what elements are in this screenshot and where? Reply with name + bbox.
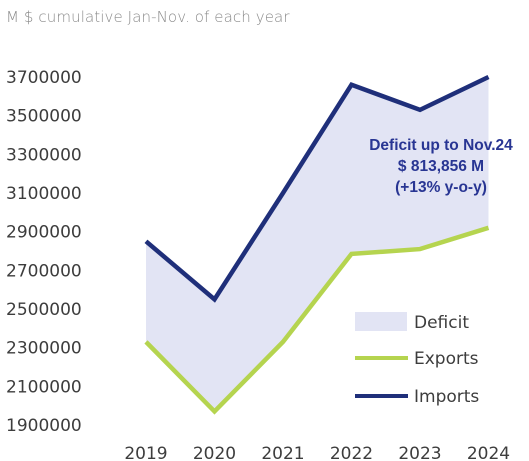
series-lines-layer — [144, 74, 490, 415]
legend-label-deficit: Deficit — [414, 313, 469, 333]
y-tick-label: 3300000 — [6, 145, 82, 165]
y-tick-label: 2300000 — [6, 339, 82, 359]
y-tick-label: 3100000 — [6, 184, 82, 204]
deficit-annotation: Deficit up to Nov.24 $ 813,856 M (+13% y… — [369, 137, 513, 196]
y-tick-label: 2500000 — [6, 300, 82, 320]
series-line-imports — [144, 74, 490, 303]
y-tick-label: 2100000 — [6, 377, 82, 397]
y-tick-label: 1900000 — [6, 416, 82, 436]
series-line-exports — [144, 225, 490, 415]
y-tick-label: 3700000 — [6, 68, 82, 88]
legend-label-exports: Exports — [414, 349, 479, 369]
y-axis: 3700000 3500000 3300000 3100000 2900000 27000… — [6, 68, 82, 436]
deficit-area — [146, 77, 489, 412]
x-axis: 2019 2020 2021 2022 2023 2024 — [124, 444, 510, 461]
x-tick-label: 2023 — [398, 444, 441, 461]
x-tick-label: 2024 — [467, 444, 510, 461]
y-tick-label: 2700000 — [6, 261, 82, 281]
x-tick-label: 2019 — [124, 444, 167, 461]
annotation-line-2: $ 813,856 M — [398, 158, 484, 175]
legend: Deficit Exports Imports — [355, 312, 479, 407]
annotation-line-1: Deficit up to Nov.24 — [369, 137, 513, 154]
annotation-line-3: (+13% y-o-y) — [395, 179, 487, 196]
x-tick-label: 2021 — [261, 444, 304, 461]
deficit-area-layer — [146, 77, 489, 412]
y-tick-label: 2900000 — [6, 223, 82, 243]
legend-label-imports: Imports — [414, 387, 479, 407]
x-tick-label: 2020 — [193, 444, 236, 461]
y-tick-label: 3500000 — [6, 107, 82, 127]
x-tick-label: 2022 — [330, 444, 373, 461]
legend-swatch-deficit — [355, 312, 407, 331]
chart-subtitle: M $ cumulative Jan-Nov. of each year — [6, 8, 290, 26]
